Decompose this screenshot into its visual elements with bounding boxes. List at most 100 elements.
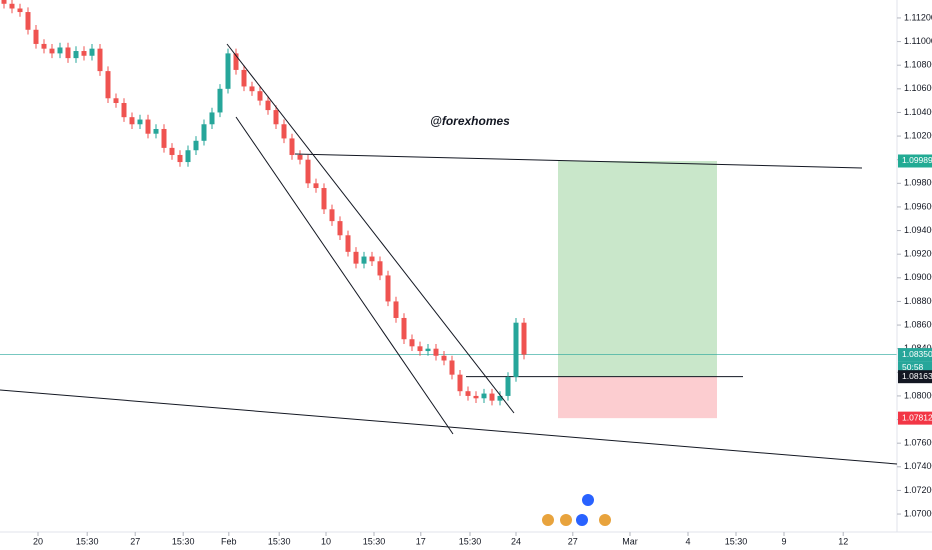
candle-body xyxy=(441,355,447,361)
candle-body xyxy=(425,348,431,352)
candle-body xyxy=(353,251,359,264)
candle-body xyxy=(225,53,231,89)
candle-body xyxy=(273,110,279,125)
candle-body xyxy=(241,69,247,87)
candle-body xyxy=(473,395,479,399)
y-tick-label: 1.09200 xyxy=(904,249,932,259)
candle-body xyxy=(217,88,223,113)
price-tag xyxy=(898,154,932,168)
candle-body xyxy=(25,12,31,30)
x-tick-label: Feb xyxy=(221,536,237,546)
candle-body xyxy=(113,98,119,103)
candle-body xyxy=(33,29,39,44)
x-tick-label: 15:30 xyxy=(172,536,195,546)
candle-body xyxy=(481,393,487,399)
candle-body xyxy=(289,138,295,155)
candle-body xyxy=(281,124,287,139)
candle-body xyxy=(449,360,455,375)
y-tick-label: 1.10400 xyxy=(904,107,932,117)
candle-body xyxy=(345,235,351,252)
candle-body xyxy=(161,128,167,148)
candle-body xyxy=(321,188,327,210)
candle-body xyxy=(329,209,335,222)
y-tick-label: 1.09400 xyxy=(904,225,932,235)
candle-body xyxy=(129,117,135,125)
y-tick-label: 1.07400 xyxy=(904,461,932,471)
profit-zone xyxy=(558,160,717,377)
event-icons xyxy=(542,494,611,526)
x-tick-label: 12 xyxy=(838,536,848,546)
candle-body xyxy=(337,221,343,236)
x-tick-label: 17 xyxy=(416,536,426,546)
x-tick-label: 20 xyxy=(33,536,43,546)
y-tick-label: 1.09800 xyxy=(904,178,932,188)
candle-body xyxy=(97,48,103,72)
y-tick-label: 1.10200 xyxy=(904,130,932,140)
y-tick-label: 1.11200 xyxy=(904,12,932,22)
candle-body xyxy=(201,124,207,141)
x-tick-label: Mar xyxy=(622,536,638,546)
price-tag-label: 1.09989 xyxy=(902,155,932,165)
candle-body xyxy=(17,8,23,13)
x-tick-label: 15:30 xyxy=(725,536,748,546)
y-tick-label: 1.08600 xyxy=(904,319,932,329)
candle-body xyxy=(409,339,415,347)
candle-body xyxy=(457,374,463,392)
event-icon xyxy=(582,494,594,506)
y-tick-label: 1.08400 xyxy=(904,343,932,353)
candle-body xyxy=(505,377,511,396)
y-tick-label: 1.09000 xyxy=(904,272,932,282)
candle-body xyxy=(1,0,7,4)
channel-upper xyxy=(226,43,515,414)
candle-body xyxy=(465,391,471,396)
candle-body xyxy=(145,119,151,134)
candle-body xyxy=(305,159,311,184)
candle-body xyxy=(417,346,423,352)
candle-body xyxy=(89,48,95,56)
candle-body xyxy=(121,102,127,118)
x-tick-label: 15:30 xyxy=(363,536,386,546)
candle-body xyxy=(265,100,271,111)
candles xyxy=(1,0,527,406)
candle-body xyxy=(393,301,399,318)
candle-body xyxy=(489,393,495,401)
candle-body xyxy=(73,51,79,59)
candle-body xyxy=(377,261,383,276)
candle-body xyxy=(81,51,87,56)
candle-body xyxy=(385,275,391,302)
countdown: 50:58 xyxy=(902,362,924,372)
candle-body xyxy=(369,256,375,262)
candle-body xyxy=(233,53,239,70)
candle-body xyxy=(57,47,63,54)
event-icon xyxy=(576,514,588,526)
event-icon xyxy=(560,514,572,526)
price-tag-label: 1.08350 xyxy=(902,349,932,359)
candle-body xyxy=(177,154,183,163)
y-tick-label: 1.07000 xyxy=(904,508,932,518)
candle-body xyxy=(433,348,439,356)
candle-body xyxy=(297,154,303,160)
y-tick-label: 1.11000 xyxy=(904,36,932,46)
candle-body xyxy=(105,71,111,99)
resistance-line xyxy=(294,153,863,169)
channel-lower xyxy=(235,116,454,435)
x-tick-label: 27 xyxy=(568,536,578,546)
price-tag-label: 1.07812 xyxy=(902,412,932,422)
candle-body xyxy=(313,183,319,189)
candle-body xyxy=(9,3,15,9)
price-tag xyxy=(898,370,932,384)
candle-body xyxy=(65,47,71,59)
x-tick-label: 9 xyxy=(781,536,786,546)
x-tick-label: 15:30 xyxy=(268,536,291,546)
y-tick-label: 1.07200 xyxy=(904,485,932,495)
x-tick-label: 27 xyxy=(130,536,140,546)
candle-body xyxy=(521,322,527,355)
x-tick-label: 10 xyxy=(321,536,331,546)
y-tick-label: 1.10600 xyxy=(904,83,932,93)
x-tick-label: 15:30 xyxy=(76,536,99,546)
candle-body xyxy=(193,140,199,151)
candle-body xyxy=(249,86,255,92)
position-tool xyxy=(0,160,897,419)
